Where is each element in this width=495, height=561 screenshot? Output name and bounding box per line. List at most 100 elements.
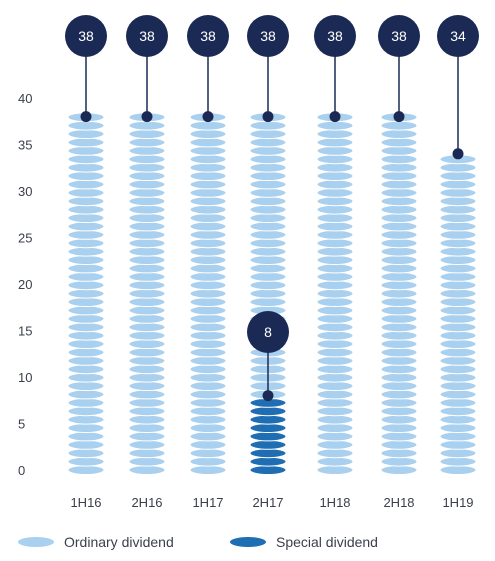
special-bubble-dot (262, 390, 274, 402)
ordinary-dividend-coin (189, 431, 227, 442)
legend-label-ordinary: Ordinary dividend (64, 534, 174, 550)
ordinary-dividend-coin (128, 339, 166, 349)
ordinary-dividend-coin (128, 280, 166, 291)
ordinary-dividend-coin (316, 196, 354, 207)
ordinary-dividend-coin (189, 171, 227, 181)
ordinary-dividend-coin (249, 263, 287, 274)
ordinary-dividend-coin (128, 389, 166, 400)
ordinary-dividend-coin (439, 213, 477, 223)
ordinary-dividend-coin (128, 456, 166, 467)
ordinary-dividend-coin (67, 288, 105, 299)
ordinary-dividend-coin (128, 288, 166, 299)
ordinary-dividend-coin (128, 322, 166, 333)
ordinary-dividend-coin (316, 347, 354, 358)
ordinary-dividend-coin (189, 255, 227, 265)
ordinary-dividend-coin (439, 406, 477, 417)
ordinary-dividend-coin (380, 280, 418, 291)
ordinary-dividend-coin (380, 305, 418, 316)
ordinary-dividend-coin (316, 154, 354, 165)
ordinary-dividend-coin (439, 465, 477, 475)
ordinary-dividend-coin (128, 171, 166, 181)
bubble-value-label: 38 (200, 28, 216, 44)
ordinary-dividend-coin (189, 229, 227, 240)
ordinary-dividend-coin (128, 330, 166, 341)
special-dividend-coin (249, 439, 287, 450)
ordinary-dividend-coin (128, 406, 166, 417)
ordinary-dividend-coin (439, 271, 477, 282)
ordinary-dividend-coin (316, 238, 354, 249)
ordinary-dividend-coin (128, 381, 166, 391)
ordinary-dividend-coin (380, 406, 418, 417)
ordinary-dividend-coin (316, 381, 354, 391)
ordinary-dividend-coin (439, 238, 477, 249)
value-bubble (314, 15, 356, 57)
ordinary-dividend-coin (67, 439, 105, 450)
ordinary-dividend-coin (316, 431, 354, 442)
ordinary-dividend-coin (128, 229, 166, 240)
ordinary-dividend-coin (67, 271, 105, 282)
ordinary-dividend-coin (439, 423, 477, 433)
ordinary-dividend-coin (67, 145, 105, 156)
ordinary-dividend-coin (67, 423, 105, 433)
bubble-dot (262, 111, 274, 123)
y-tick-label: 20 (18, 277, 32, 292)
ordinary-dividend-coin (439, 364, 477, 375)
ordinary-dividend-coin (380, 439, 418, 450)
ordinary-dividend-coin (189, 439, 227, 450)
value-bubble (65, 15, 107, 57)
ordinary-dividend-coin (380, 179, 418, 190)
ordinary-dividend-coin (67, 255, 105, 265)
ordinary-dividend-coin (439, 288, 477, 299)
ordinary-dividend-coin (128, 448, 166, 459)
ordinary-dividend-coin (189, 129, 227, 139)
ordinary-dividend-coin (189, 423, 227, 433)
y-tick-label: 25 (18, 231, 32, 246)
ordinary-dividend-coin (189, 246, 227, 257)
x-tick-label: 1H16 (70, 495, 101, 510)
ordinary-dividend-coin (128, 305, 166, 316)
y-tick-label: 0 (18, 463, 25, 478)
ordinary-dividend-coin (380, 465, 418, 475)
ordinary-dividend-coin (249, 196, 287, 207)
ordinary-dividend-coin (316, 255, 354, 265)
ordinary-dividend-coin (380, 120, 418, 131)
ordinary-dividend-coin (316, 288, 354, 299)
ordinary-dividend-coin (189, 120, 227, 131)
ordinary-dividend-coin (67, 397, 105, 408)
ordinary-dividend-coin (316, 280, 354, 291)
x-tick-label: 2H17 (252, 495, 283, 510)
ordinary-dividend-coin (67, 372, 105, 383)
ordinary-dividend-coin (128, 204, 166, 215)
ordinary-dividend-coin (380, 355, 418, 366)
ordinary-dividend-coin (439, 330, 477, 341)
ordinary-dividend-coin (439, 263, 477, 274)
legend-swatch-ordinary (18, 537, 54, 547)
special-dividend-coin (249, 465, 287, 475)
ordinary-dividend-coin (380, 145, 418, 156)
ordinary-dividend-coin (380, 297, 418, 307)
ordinary-dividend-coin (128, 129, 166, 139)
ordinary-dividend-coin (128, 372, 166, 383)
ordinary-dividend-coin (316, 414, 354, 425)
legend: Ordinary dividend Special dividend (0, 534, 495, 554)
ordinary-dividend-coin (316, 145, 354, 156)
ordinary-dividend-coin (189, 221, 227, 232)
ordinary-dividend-coin (316, 448, 354, 459)
ordinary-dividend-coin (249, 238, 287, 249)
ordinary-dividend-coin (316, 246, 354, 257)
ordinary-dividend-coin (380, 271, 418, 282)
ordinary-dividend-coin (67, 448, 105, 459)
ordinary-dividend-coin (249, 120, 287, 131)
ordinary-dividend-coin (67, 297, 105, 307)
ordinary-dividend-coin (380, 204, 418, 215)
ordinary-dividend-coin (189, 305, 227, 316)
ordinary-dividend-coin (439, 313, 477, 324)
ordinary-dividend-coin (380, 431, 418, 442)
ordinary-dividend-coin (128, 347, 166, 358)
ordinary-dividend-coin (316, 171, 354, 181)
ordinary-dividend-coin (189, 456, 227, 467)
ordinary-dividend-coin (128, 120, 166, 131)
ordinary-dividend-coin (380, 246, 418, 257)
ordinary-dividend-coin (380, 372, 418, 383)
ordinary-dividend-coin (439, 305, 477, 316)
